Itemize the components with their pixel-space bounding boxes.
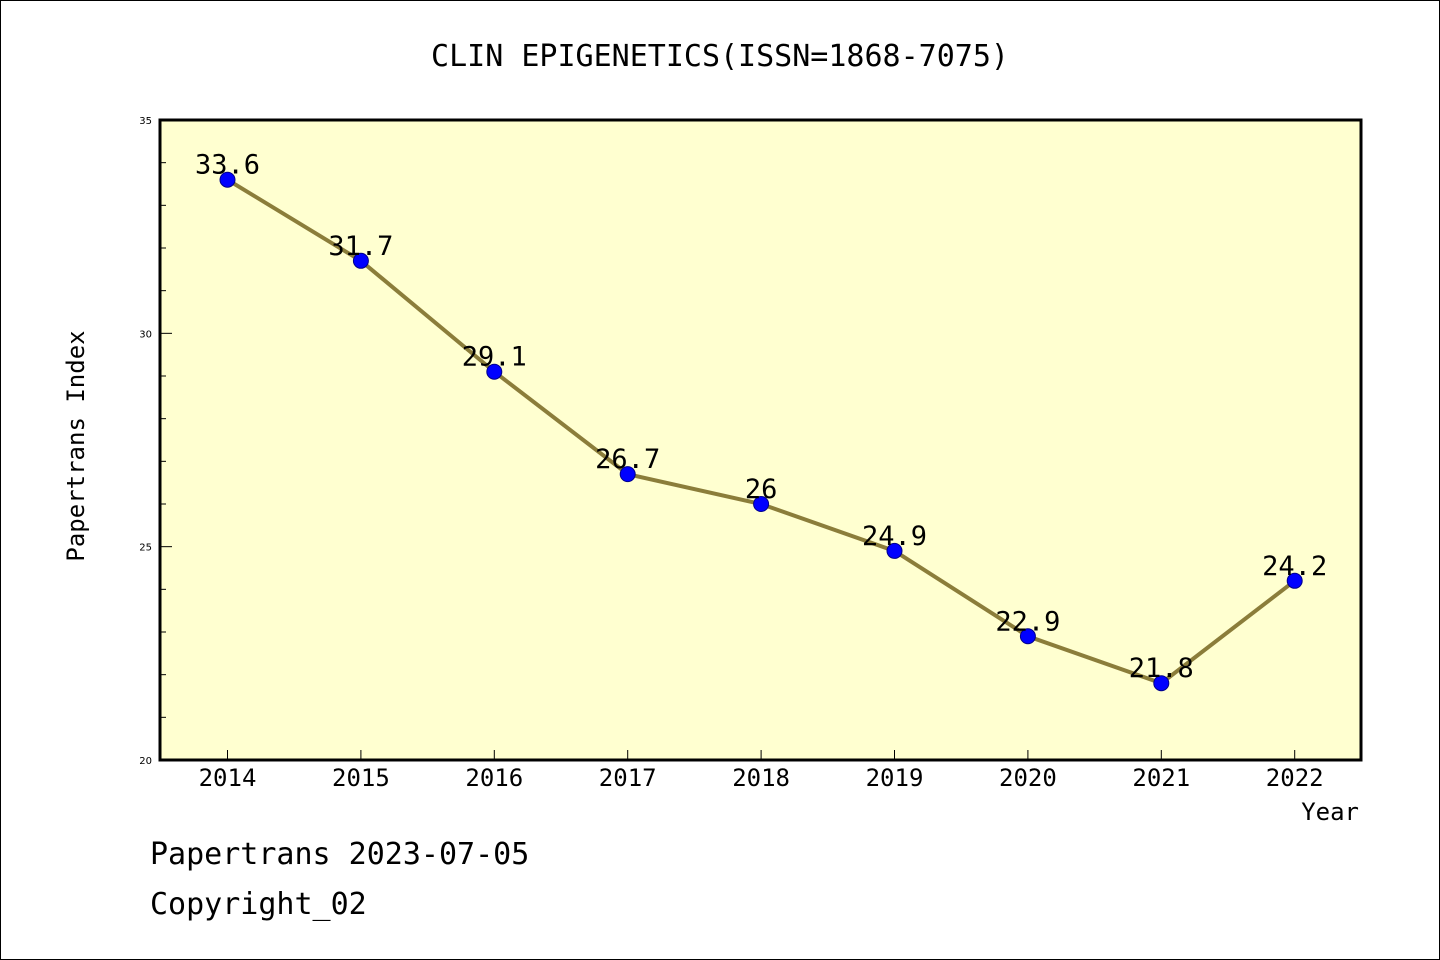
data-point [486, 363, 503, 380]
x-tick-label: 2020 [999, 764, 1057, 792]
x-tick-label: 2022 [1266, 764, 1324, 792]
plot-area [158, 118, 1363, 762]
data-label: 24.2 [1262, 551, 1327, 582]
footer-copyright: Copyright_02 [150, 887, 367, 922]
data-label: 24.9 [862, 521, 927, 552]
data-point [886, 542, 903, 559]
y-tick-label: 35 [139, 116, 152, 127]
data-label: 21.8 [1129, 653, 1194, 684]
footer-date: Papertrans 2023-07-05 [150, 837, 529, 872]
x-tick-label: 2014 [199, 764, 257, 792]
data-label: 33.6 [195, 150, 260, 181]
x-tick-label: 2016 [465, 764, 523, 792]
data-point [352, 252, 369, 269]
data-label: 26 [745, 474, 778, 505]
x-tick-label: 2018 [732, 764, 790, 792]
x-axis-title: Year [1301, 798, 1359, 826]
y-tick-label: 30 [139, 329, 152, 340]
data-point [1153, 675, 1170, 692]
data-point [219, 171, 236, 188]
data-point [1019, 628, 1036, 645]
data-point [1286, 572, 1303, 589]
x-tick-label: 2021 [1132, 764, 1190, 792]
y-axis: 20 25 30 35 [139, 116, 172, 767]
y-tick-label: 20 [139, 756, 152, 767]
data-labels: 33.6 31.7 29.1 26.7 26 24.9 22.9 21.8 24.2 [195, 150, 1327, 684]
x-tick-label: 2017 [599, 764, 657, 792]
y-axis-title: Papertrans Index [62, 330, 90, 561]
x-tick-label: 2019 [866, 764, 924, 792]
data-points [219, 171, 1303, 692]
y-tick-label: 25 [139, 543, 152, 554]
x-axis: 2014 2015 2016 2017 2018 2019 2020 2021 2022 [199, 750, 1324, 792]
x-tick-label: 2015 [332, 764, 390, 792]
data-label: 22.9 [995, 606, 1060, 637]
data-label: 26.7 [595, 444, 660, 475]
data-label: 31.7 [328, 231, 393, 262]
data-label: 29.1 [462, 342, 527, 373]
data-point [619, 466, 636, 483]
data-point [753, 496, 770, 512]
chart-title: CLIN EPIGENETICS(ISSN=1868-7075) [431, 39, 1009, 74]
